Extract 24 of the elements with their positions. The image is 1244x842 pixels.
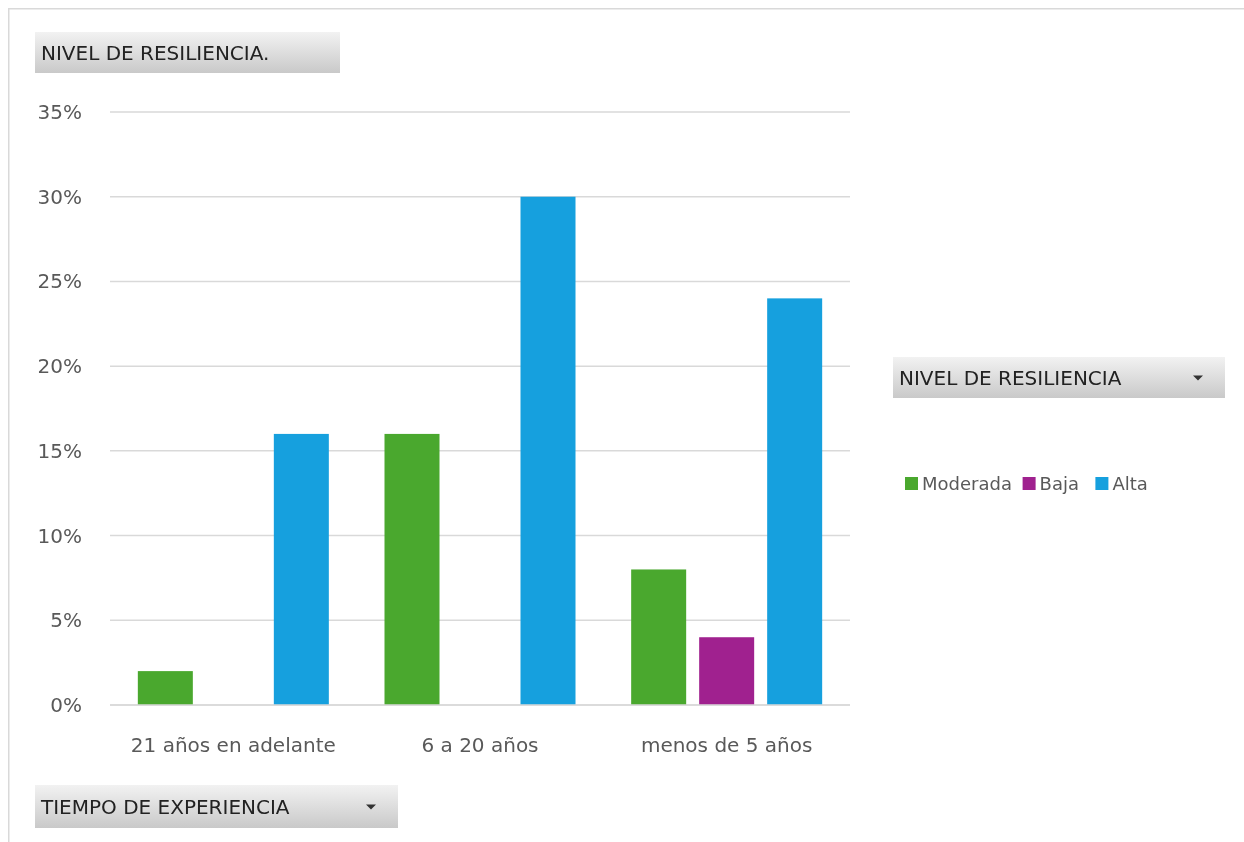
y-tick-label: 0% bbox=[50, 693, 82, 717]
legend-label: Moderada bbox=[922, 473, 1012, 494]
bar bbox=[520, 196, 576, 705]
chart-title: NIVEL DE RESILIENCIA. bbox=[41, 40, 270, 65]
bar bbox=[137, 671, 193, 705]
y-tick-label: 5% bbox=[50, 608, 82, 633]
y-tick-label: 30% bbox=[37, 184, 82, 209]
x-tick-label: 6 a 20 años bbox=[421, 733, 539, 757]
bar bbox=[631, 569, 687, 705]
legend-label: Alta bbox=[1112, 473, 1148, 494]
bar bbox=[273, 433, 329, 705]
bar bbox=[767, 298, 823, 705]
x-axis-title: TIEMPO DE EXPERIENCIA bbox=[40, 794, 290, 819]
legend-label: Baja bbox=[1039, 473, 1080, 494]
y-tick-label: 10% bbox=[37, 523, 82, 548]
legend-title: NIVEL DE RESILIENCIA bbox=[899, 365, 1122, 390]
bar bbox=[699, 637, 755, 705]
y-tick-label: 25% bbox=[37, 269, 82, 294]
y-tick-label: 15% bbox=[37, 438, 82, 463]
bar bbox=[384, 433, 440, 705]
y-tick-label: 35% bbox=[37, 100, 82, 124]
x-tick-label: menos de 5 años bbox=[640, 733, 813, 757]
y-tick-label: 20% bbox=[37, 354, 82, 379]
x-tick-label: 21 años en adelante bbox=[130, 733, 336, 757]
